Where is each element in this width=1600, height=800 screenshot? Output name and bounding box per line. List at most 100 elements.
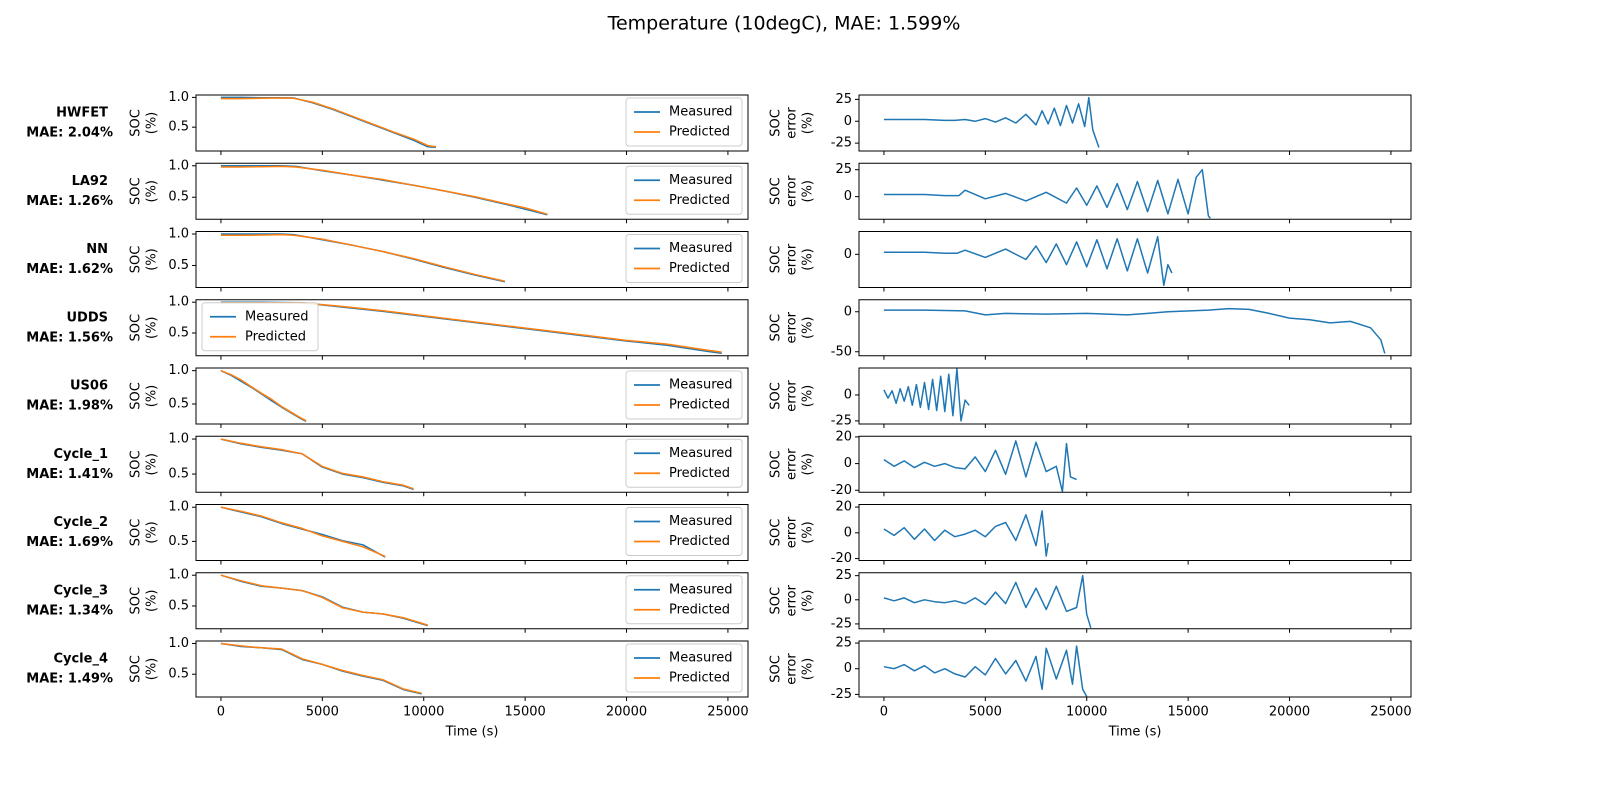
- y-tick-label: 1.0: [168, 636, 189, 651]
- y-tick-label: 0.5: [168, 534, 189, 549]
- y-axis-label: error: [785, 311, 800, 343]
- y-axis-label: (%): [145, 248, 160, 271]
- y-tick-label: 0.5: [168, 667, 189, 682]
- x-tick-label: 5000: [969, 705, 1002, 720]
- x-tick-label: 0: [217, 705, 225, 720]
- x-tick-label: 0: [880, 705, 888, 720]
- y-axis-label: SOC: [769, 655, 784, 683]
- legend-box: [625, 643, 743, 693]
- y-axis-label: error: [785, 107, 800, 139]
- x-axis-label: Time (s): [1108, 725, 1162, 740]
- y-tick-label: -20: [831, 483, 852, 498]
- y-tick-label: 1.0: [168, 90, 189, 105]
- y-axis-label: (%): [801, 180, 816, 203]
- y-tick-label: 0: [844, 304, 852, 319]
- y-tick-label: 25: [835, 162, 852, 177]
- y-axis-label: SOC: [769, 246, 784, 274]
- x-tick-label: 25000: [707, 705, 748, 720]
- legend-label: Predicted: [669, 602, 730, 617]
- subplot: 0.5 1.0 SOC (%) UDDS MAE: 1.56% Measured Predic…: [26, 295, 749, 360]
- legend-box: [625, 438, 743, 488]
- legend-label: Predicted: [669, 671, 730, 686]
- legend-label: Measured: [669, 241, 733, 256]
- x-tick-label: 5000: [306, 705, 339, 720]
- x-tick-label: 15000: [1167, 705, 1208, 720]
- y-axis-label: (%): [801, 453, 816, 476]
- subplot: 0.5 1.0 0 5000 10000 15000 20000 25000 Time (s) S…: [26, 636, 748, 740]
- y-tick-label: 0: [844, 525, 852, 540]
- row-mae: MAE: 2.04%: [26, 126, 113, 141]
- subplot: -50 0 SOC error (%): [769, 299, 1412, 360]
- axes-frame: [858, 640, 1412, 698]
- y-tick-label: 0.5: [168, 190, 189, 205]
- y-axis-label: (%): [145, 180, 160, 203]
- data-line: [883, 645, 1088, 697]
- y-tick-label: 1.0: [168, 568, 189, 583]
- y-tick-label: 20: [835, 500, 852, 515]
- y-tick-label: -50: [831, 344, 852, 359]
- y-axis-label: SOC: [769, 587, 784, 615]
- axes-frame: [858, 94, 1412, 152]
- y-tick-label: -25: [831, 616, 852, 631]
- y-axis-label: SOC: [129, 177, 144, 205]
- y-axis-label: (%): [801, 521, 816, 544]
- y-axis-label: (%): [145, 112, 160, 135]
- y-axis-label: error: [785, 653, 800, 685]
- data-line: [883, 307, 1386, 354]
- legend-label: Measured: [245, 309, 309, 324]
- data-line: [220, 165, 548, 215]
- legend-label: Measured: [669, 105, 733, 120]
- y-axis-label: (%): [145, 317, 160, 340]
- y-tick-label: 0: [844, 456, 852, 471]
- data-line: [883, 574, 1092, 629]
- subplot: -25 0 25 SOC error (%): [769, 92, 1412, 155]
- row-mae: MAE: 1.26%: [26, 194, 113, 209]
- y-axis-label: (%): [801, 317, 816, 340]
- y-tick-label: 25: [835, 92, 852, 107]
- y-tick-label: 1.0: [168, 227, 189, 242]
- data-line: [883, 235, 1173, 287]
- y-axis-label: SOC: [129, 519, 144, 547]
- y-axis-label: SOC: [129, 655, 144, 683]
- x-tick-label: 20000: [1269, 705, 1310, 720]
- y-tick-label: 25: [835, 568, 852, 583]
- axes-frame: [858, 504, 1412, 561]
- y-axis-label: error: [785, 380, 800, 412]
- y-tick-label: -25: [831, 687, 852, 702]
- y-axis-label: SOC: [769, 450, 784, 478]
- legend-label: Measured: [669, 173, 733, 188]
- y-axis-label: error: [785, 516, 800, 548]
- y-tick-label: 0: [844, 189, 852, 204]
- row-label: US06: [70, 379, 108, 394]
- y-axis-label: SOC: [129, 246, 144, 274]
- axes-frame: [858, 367, 1412, 425]
- row-mae: MAE: 1.62%: [26, 262, 113, 277]
- y-tick-label: 1.0: [168, 432, 189, 447]
- subplot: 0.5 1.0 SOC (%) LA92 MAE: 1.26% Measured Predic…: [26, 158, 749, 224]
- legend-box: [625, 165, 743, 215]
- legend-box: [625, 234, 743, 283]
- y-axis-label: (%): [801, 385, 816, 408]
- y-tick-label: 1.0: [168, 500, 189, 515]
- legend-label: Measured: [669, 514, 733, 529]
- subplot: 0.5 1.0 SOC (%) Cycle_3 MAE: 1.34% Measured Pre…: [26, 568, 749, 633]
- y-tick-label: 0.5: [168, 325, 189, 340]
- legend-label: Measured: [669, 582, 733, 597]
- legend-label: Predicted: [669, 193, 730, 208]
- subplot: -20 0 20 SOC error (%): [769, 429, 1412, 498]
- y-tick-label: 0.5: [168, 467, 189, 482]
- x-tick-label: 20000: [606, 705, 647, 720]
- legend-label: Measured: [669, 446, 733, 461]
- subplot: 0 25 SOC error (%): [769, 162, 1412, 224]
- axes-frame: [195, 299, 749, 357]
- legend-label: Predicted: [669, 534, 730, 549]
- y-tick-label: -20: [831, 551, 852, 566]
- legend-label: Measured: [669, 378, 733, 393]
- y-tick-label: 0.5: [168, 120, 189, 135]
- y-axis-label: error: [785, 175, 800, 207]
- y-tick-label: 0: [844, 247, 852, 262]
- y-tick-label: 0: [844, 592, 852, 607]
- axes-frame: [195, 367, 749, 425]
- subplot: 0.5 1.0 SOC (%) US06 MAE: 1.98% Measured Predic…: [26, 363, 749, 428]
- x-tick-label: 10000: [403, 705, 444, 720]
